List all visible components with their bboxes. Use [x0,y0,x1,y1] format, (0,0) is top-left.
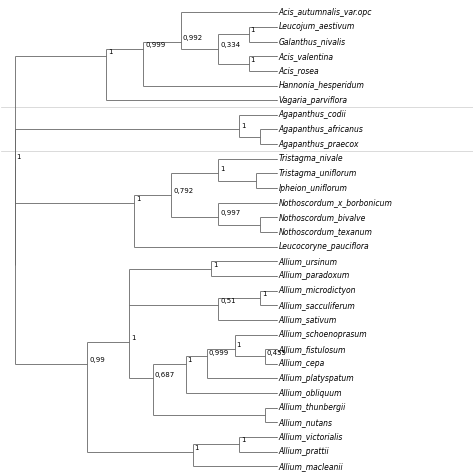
Text: 0,999: 0,999 [146,42,165,48]
Text: 1: 1 [131,335,136,341]
Text: 1: 1 [251,56,255,63]
Text: Allium_paradoxum: Allium_paradoxum [279,272,350,281]
Text: Allium_ursinum: Allium_ursinum [279,257,337,266]
Text: 1: 1 [136,196,140,202]
Text: Nothoscordum_bivalve: Nothoscordum_bivalve [279,213,366,222]
Text: 0,51: 0,51 [220,298,236,304]
Text: Tristagma_nivale: Tristagma_nivale [279,154,343,163]
Text: Allium_cepa: Allium_cepa [279,359,325,368]
Text: 1: 1 [194,445,199,451]
Text: Galanthus_nivalis: Galanthus_nivalis [279,37,346,46]
Text: 1: 1 [241,123,246,128]
Text: Vagaria_parviflora: Vagaria_parviflora [279,96,347,105]
Text: Allium_obliquum: Allium_obliquum [279,389,342,398]
Text: 1: 1 [241,438,246,444]
Text: Agapanthus_codii: Agapanthus_codii [279,110,346,119]
Text: Allium_schoenoprasum: Allium_schoenoprasum [279,330,367,339]
Text: 1: 1 [237,342,241,348]
Text: 0,455: 0,455 [267,349,287,356]
Text: 0,334: 0,334 [220,42,240,48]
Text: 0,997: 0,997 [220,210,240,217]
Text: Allium_thunbergii: Allium_thunbergii [279,403,346,412]
Text: Hannonia_hesperidum: Hannonia_hesperidum [279,81,365,90]
Text: Allium_prattii: Allium_prattii [279,447,329,456]
Text: Allium_microdictyon: Allium_microdictyon [279,286,356,295]
Text: Allium_macleanii: Allium_macleanii [279,462,343,471]
Text: Acis_rosea: Acis_rosea [279,66,319,75]
Text: 0,992: 0,992 [182,35,203,41]
Text: 1: 1 [187,357,192,363]
Text: 1: 1 [213,262,218,268]
Text: 0,999: 0,999 [209,349,229,356]
Text: 1: 1 [262,291,267,297]
Text: Allium_fistulosum: Allium_fistulosum [279,345,346,354]
Text: Allium_victorialis: Allium_victorialis [279,433,343,442]
Text: 1: 1 [17,154,21,160]
Text: Ipheion_uniflorum: Ipheion_uniflorum [279,183,347,192]
Text: Tristagma_uniflorum: Tristagma_uniflorum [279,169,357,178]
Text: Acis_autumnalis_var.opc: Acis_autumnalis_var.opc [279,8,372,17]
Text: Nothoscordum_x_borbonicum: Nothoscordum_x_borbonicum [279,198,392,207]
Text: 0,99: 0,99 [89,357,105,363]
Text: Leucojum_aestivum: Leucojum_aestivum [279,22,355,31]
Text: Acis_valentina: Acis_valentina [279,52,334,61]
Text: Nothoscordum_texanum: Nothoscordum_texanum [279,228,373,237]
Text: 1: 1 [108,49,112,55]
Text: Allium_sacculiferum: Allium_sacculiferum [279,301,356,310]
Text: 1: 1 [220,166,225,173]
Text: Allium_sativum: Allium_sativum [279,315,337,324]
Text: 0,687: 0,687 [155,372,175,378]
Text: Agapanthus_praecox: Agapanthus_praecox [279,140,359,149]
Text: Allium_nutans: Allium_nutans [279,418,333,427]
Text: 1: 1 [251,27,255,33]
Text: Agapanthus_africanus: Agapanthus_africanus [279,125,364,134]
Text: Leucocoryne_pauciflora: Leucocoryne_pauciflora [279,242,369,251]
Text: 0,792: 0,792 [173,189,193,194]
Text: Allium_platyspatum: Allium_platyspatum [279,374,354,383]
